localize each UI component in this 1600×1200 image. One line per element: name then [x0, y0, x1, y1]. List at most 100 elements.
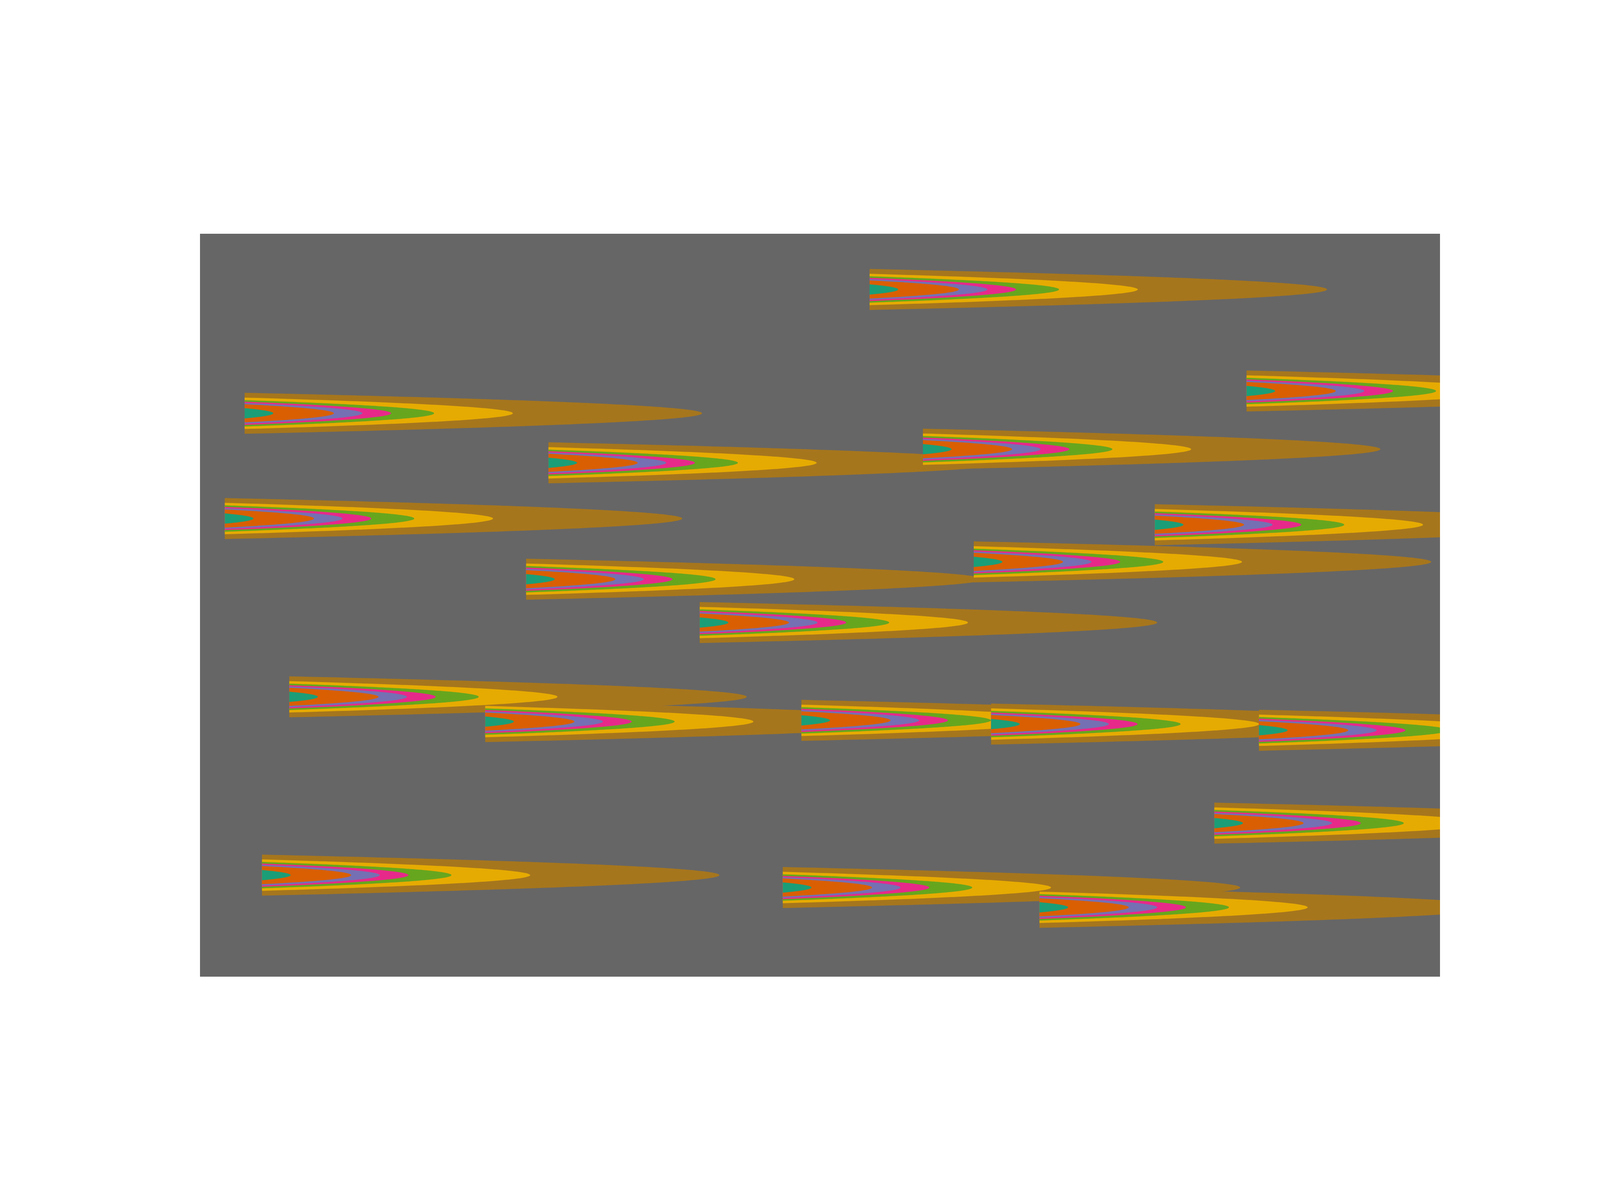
contour-band: [869, 280, 959, 299]
contour-band: [526, 567, 673, 591]
contour-band: [973, 548, 1164, 575]
contour-band: [699, 606, 968, 638]
contour-band: [262, 862, 452, 889]
contour-band: [991, 712, 1138, 736]
contour-band: [1155, 519, 1184, 530]
contour-band: [289, 687, 379, 706]
contour-band: [262, 870, 291, 881]
contour-band: [869, 284, 899, 295]
contour-band: [1039, 891, 1308, 923]
contour-band: [289, 683, 479, 710]
contour-band: [244, 400, 435, 427]
contour-band: [1246, 377, 1437, 405]
contour-band: [699, 610, 847, 635]
contour-band: [1259, 725, 1288, 736]
contour-band: [1259, 717, 1441, 744]
contour-band: [244, 408, 274, 419]
contour-band: [1246, 382, 1336, 400]
contour-band: [485, 705, 754, 738]
contour-band: [782, 874, 973, 901]
contour-band: [782, 878, 873, 897]
contour-band: [973, 551, 1092, 573]
contour-band: [289, 686, 408, 708]
contour-band: [1259, 709, 1441, 751]
contour-band: [869, 273, 1138, 305]
contour-band: [244, 392, 703, 434]
contour-band: [1039, 902, 1069, 913]
contour-band: [1246, 379, 1394, 403]
contour-band: [1259, 718, 1406, 743]
contour-band: [548, 453, 638, 473]
contour-band: [801, 711, 891, 730]
contour-band: [225, 505, 415, 532]
chart: [0, 0, 1600, 1200]
contour-band: [1214, 811, 1361, 835]
contour-band: [973, 546, 1243, 578]
contour-band: [548, 451, 695, 475]
contour-band: [1259, 721, 1349, 740]
contour-band: [225, 497, 683, 540]
contour-band: [244, 401, 392, 425]
contour-band: [699, 613, 789, 632]
contour-band: [922, 435, 1113, 463]
contour-band: [485, 708, 675, 735]
contour-band: [782, 871, 1052, 903]
contour-band: [801, 715, 830, 726]
contour-band: [782, 877, 901, 898]
contour-band: [225, 508, 343, 530]
contour-band: [485, 712, 575, 731]
contour-band: [526, 574, 555, 585]
contour-band: [869, 276, 1060, 303]
contour-band: [1155, 514, 1273, 535]
contour-band: [973, 552, 1063, 572]
contour-band: [801, 708, 948, 733]
contour-band: [1039, 886, 1440, 928]
contour-band: [801, 707, 991, 734]
contour-band: [1039, 895, 1186, 920]
contour-band: [922, 428, 1381, 470]
contour-band: [991, 708, 1260, 740]
contour-band: [869, 269, 1328, 311]
contour-band: [526, 563, 795, 595]
contour-band: [225, 509, 315, 528]
contour-band: [991, 703, 1440, 745]
contour-band: [869, 279, 988, 300]
contour-band: [1246, 380, 1365, 402]
contour-band: [548, 452, 667, 474]
contour-band: [548, 457, 578, 468]
contour-band: [1039, 897, 1158, 918]
contour-band: [922, 433, 1192, 465]
contour-band: [973, 556, 1003, 568]
contour-band: [922, 437, 1070, 461]
contour-band: [1155, 513, 1302, 537]
contour-band: [782, 875, 930, 900]
contour-band: [485, 710, 632, 734]
contour-band: [289, 685, 436, 709]
contour-band: [526, 568, 645, 590]
contour-band: [1259, 720, 1378, 741]
contour-band: [262, 863, 409, 888]
contour-band: [973, 541, 1432, 583]
contour-band: [699, 617, 729, 628]
contour-band: [262, 864, 380, 886]
contour-band: [262, 854, 720, 896]
contour-band: [1214, 812, 1333, 834]
contours: [225, 269, 1441, 928]
contour-band: [699, 602, 1158, 643]
contour-band: [991, 719, 1020, 730]
contour-band: [1155, 511, 1345, 538]
contour-band: [526, 565, 716, 593]
contour-band: [869, 277, 1017, 302]
contour-band: [225, 513, 254, 524]
contour-band: [526, 570, 616, 588]
contour-band: [1246, 375, 1440, 407]
contour-band: [262, 866, 352, 885]
contour-band: [699, 609, 890, 636]
contour-band: [1214, 814, 1304, 833]
contour-band: [1155, 504, 1441, 546]
contour-band: [1039, 898, 1129, 917]
contour-band: [1214, 810, 1404, 837]
contour-band: [262, 859, 531, 891]
contour-band: [289, 691, 318, 703]
contour-band: [244, 402, 363, 424]
